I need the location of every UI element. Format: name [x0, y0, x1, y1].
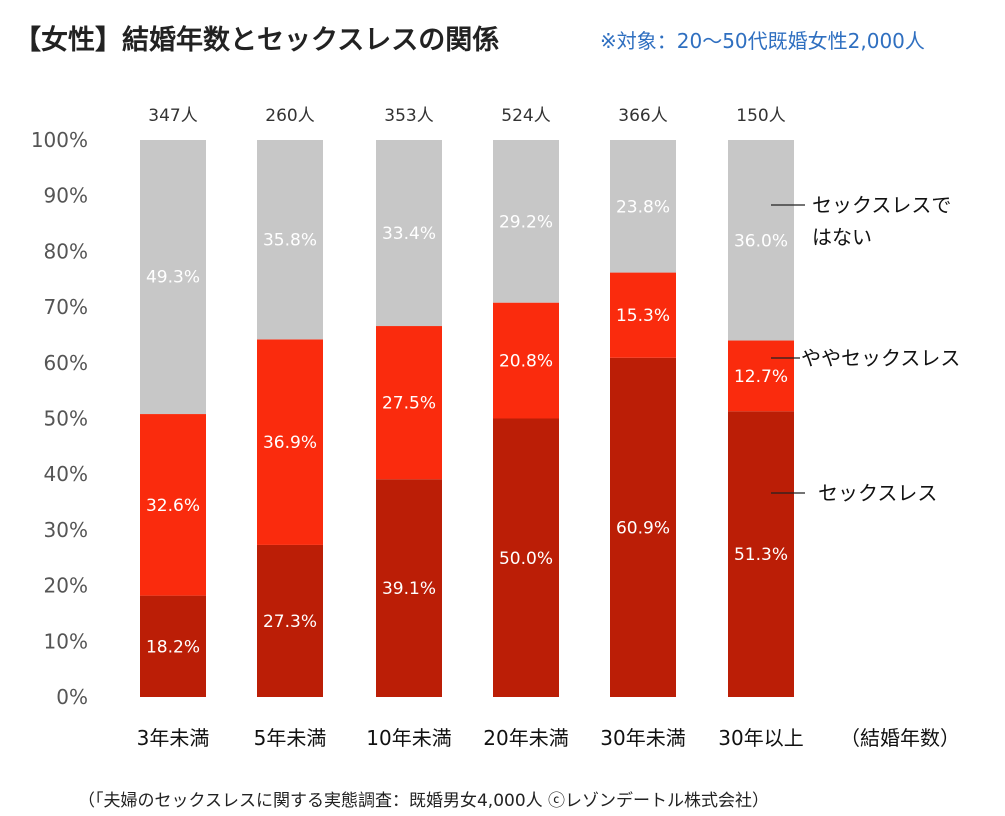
data-label: 18.2% — [146, 637, 200, 657]
legend-label: セックスレス — [818, 481, 937, 505]
bar-segment — [728, 411, 794, 697]
data-label: 35.8% — [263, 231, 317, 251]
data-label: 36.9% — [263, 433, 317, 453]
bar-segment — [610, 140, 676, 273]
data-label: 12.7% — [734, 367, 788, 387]
y-tick-label: 100% — [31, 128, 88, 152]
source-footnote: （「夫婦のセックスレスに関する実態調査：既婚男女4,000人 ⓒレゾンデートル株… — [78, 791, 770, 811]
y-tick-label: 0% — [56, 685, 88, 709]
bar-segment — [610, 357, 676, 697]
bar-segment — [493, 302, 559, 419]
bar-segment — [728, 140, 794, 341]
y-tick-label: 40% — [44, 462, 88, 486]
bar-segment — [376, 479, 442, 697]
y-tick-label: 70% — [44, 295, 88, 319]
bar-segment — [257, 140, 323, 340]
legend-label: セックスレスではない — [812, 193, 951, 249]
respondent-count: 347人 — [148, 106, 197, 126]
data-label: 15.3% — [616, 306, 670, 326]
bar-segment — [257, 339, 323, 545]
data-label: 39.1% — [382, 579, 436, 599]
chart-title: 【女性】結婚年数とセックスレスの関係 — [14, 25, 500, 56]
bar-segment — [140, 414, 206, 596]
x-category-label: 30年以上 — [718, 726, 803, 750]
data-label: 50.0% — [499, 549, 553, 569]
data-label: 20.8% — [499, 352, 553, 372]
y-tick-label: 60% — [44, 351, 88, 375]
respondent-count: 353人 — [384, 106, 433, 126]
bar-segment — [376, 326, 442, 480]
y-tick-label: 50% — [44, 407, 88, 431]
bar-segment — [140, 140, 206, 415]
respondent-count: 260人 — [265, 106, 314, 126]
x-axis-note: （結婚年数） — [840, 726, 960, 750]
data-label: 36.0% — [734, 231, 788, 251]
legend-label: ややセックスレス — [801, 346, 960, 370]
data-label: 33.4% — [382, 224, 436, 244]
y-tick-label: 10% — [44, 629, 88, 653]
respondent-count: 150人 — [736, 106, 785, 126]
data-label: 27.3% — [263, 612, 317, 632]
respondent-count: 366人 — [618, 106, 667, 126]
bar-segment — [257, 544, 323, 697]
x-category-label: 3年未満 — [137, 726, 210, 750]
y-tick-label: 80% — [44, 239, 88, 263]
x-category-label: 30年未満 — [600, 726, 685, 750]
bar-segment — [728, 340, 794, 412]
y-tick-label: 90% — [44, 184, 88, 208]
x-category-label: 20年未満 — [483, 726, 568, 750]
bar-segment — [610, 272, 676, 358]
data-label: 27.5% — [382, 394, 436, 414]
y-tick-label: 20% — [44, 574, 88, 598]
x-category-label: 5年未満 — [254, 726, 327, 750]
data-label: 49.3% — [146, 268, 200, 288]
data-label: 29.2% — [499, 212, 553, 232]
data-label: 60.9% — [616, 518, 670, 538]
stacked-bar-chart: 0% 10% 20% 30% 40% 50% 60% 70% 80% 90% 100% 18.2% 32… — [31, 106, 961, 750]
bar-segment — [493, 418, 559, 697]
chart-subtitle: ※対象：20～50代既婚女性2,000人 — [600, 29, 925, 53]
bar-segment — [376, 140, 442, 327]
bar-segment — [140, 595, 206, 697]
bar-segment — [493, 140, 559, 303]
x-category-label: 10年未満 — [366, 726, 451, 750]
data-label: 32.6% — [146, 496, 200, 516]
respondent-count: 524人 — [501, 106, 550, 126]
data-label: 51.3% — [734, 545, 788, 565]
data-label: 23.8% — [616, 197, 670, 217]
y-tick-label: 30% — [44, 518, 88, 542]
